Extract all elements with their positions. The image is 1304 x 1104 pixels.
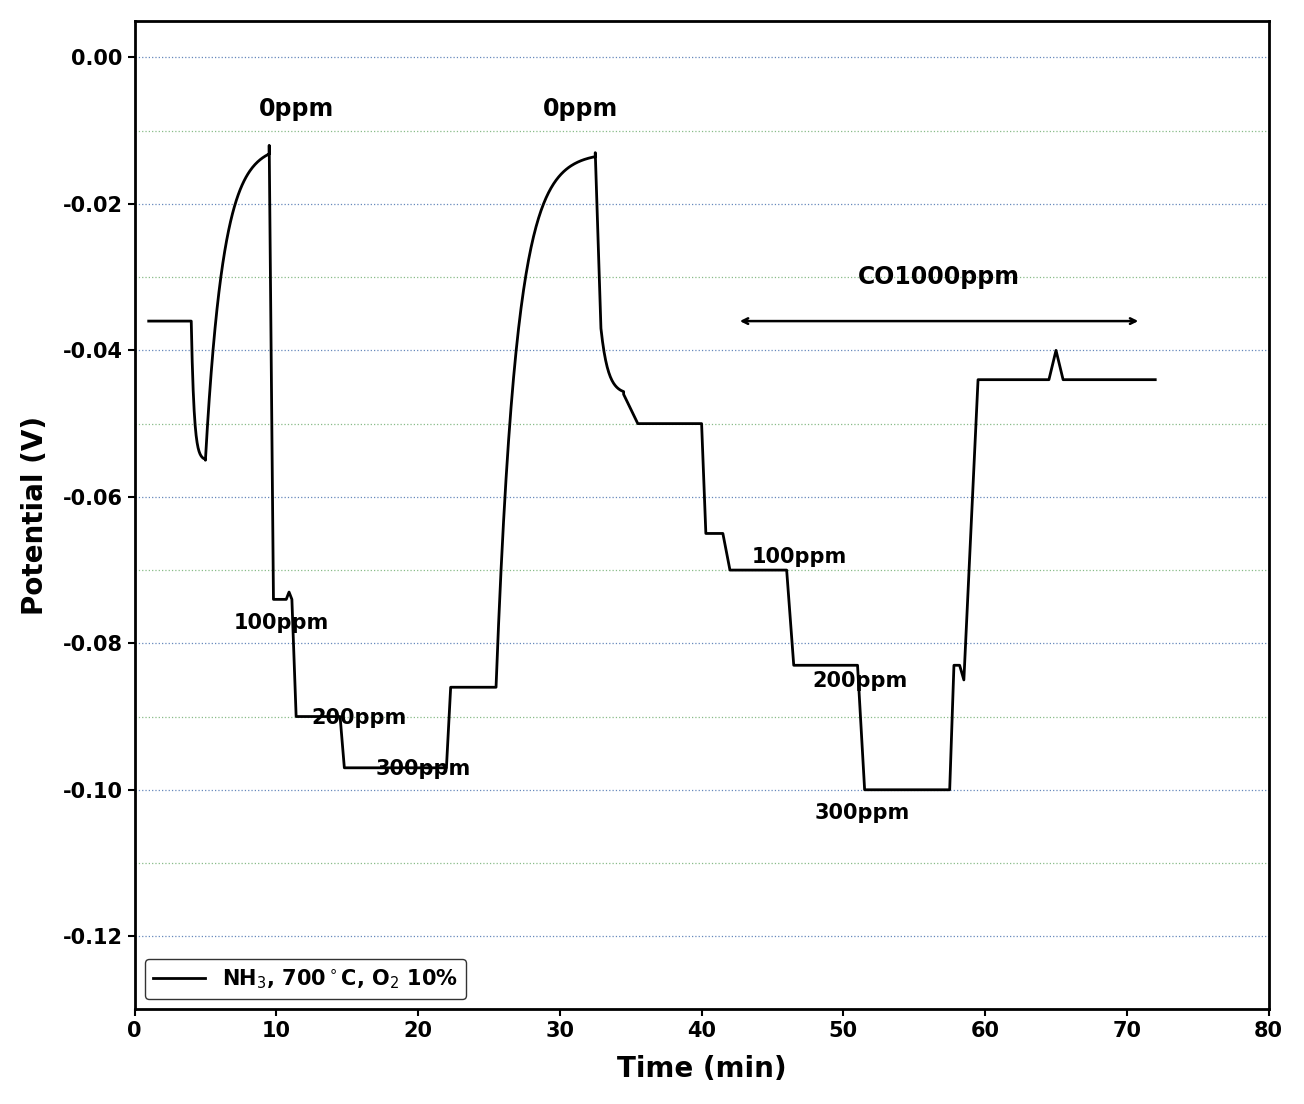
Y-axis label: Potential (V): Potential (V) — [21, 415, 48, 615]
Legend: NH$_3$, 700$^\circ$C, O$_2$ 10%: NH$_3$, 700$^\circ$C, O$_2$ 10% — [145, 958, 467, 999]
Text: 100ppm: 100ppm — [751, 546, 846, 566]
Text: 300ppm: 300ppm — [815, 803, 910, 824]
Text: 200ppm: 200ppm — [812, 671, 908, 691]
Text: CO1000ppm: CO1000ppm — [858, 265, 1020, 289]
Text: 200ppm: 200ppm — [312, 708, 407, 728]
X-axis label: Time (min): Time (min) — [617, 1055, 786, 1083]
Text: 300ppm: 300ppm — [376, 760, 471, 779]
Text: 100ppm: 100ppm — [233, 613, 329, 633]
Text: 0ppm: 0ppm — [259, 97, 335, 121]
Text: 0ppm: 0ppm — [542, 97, 618, 121]
